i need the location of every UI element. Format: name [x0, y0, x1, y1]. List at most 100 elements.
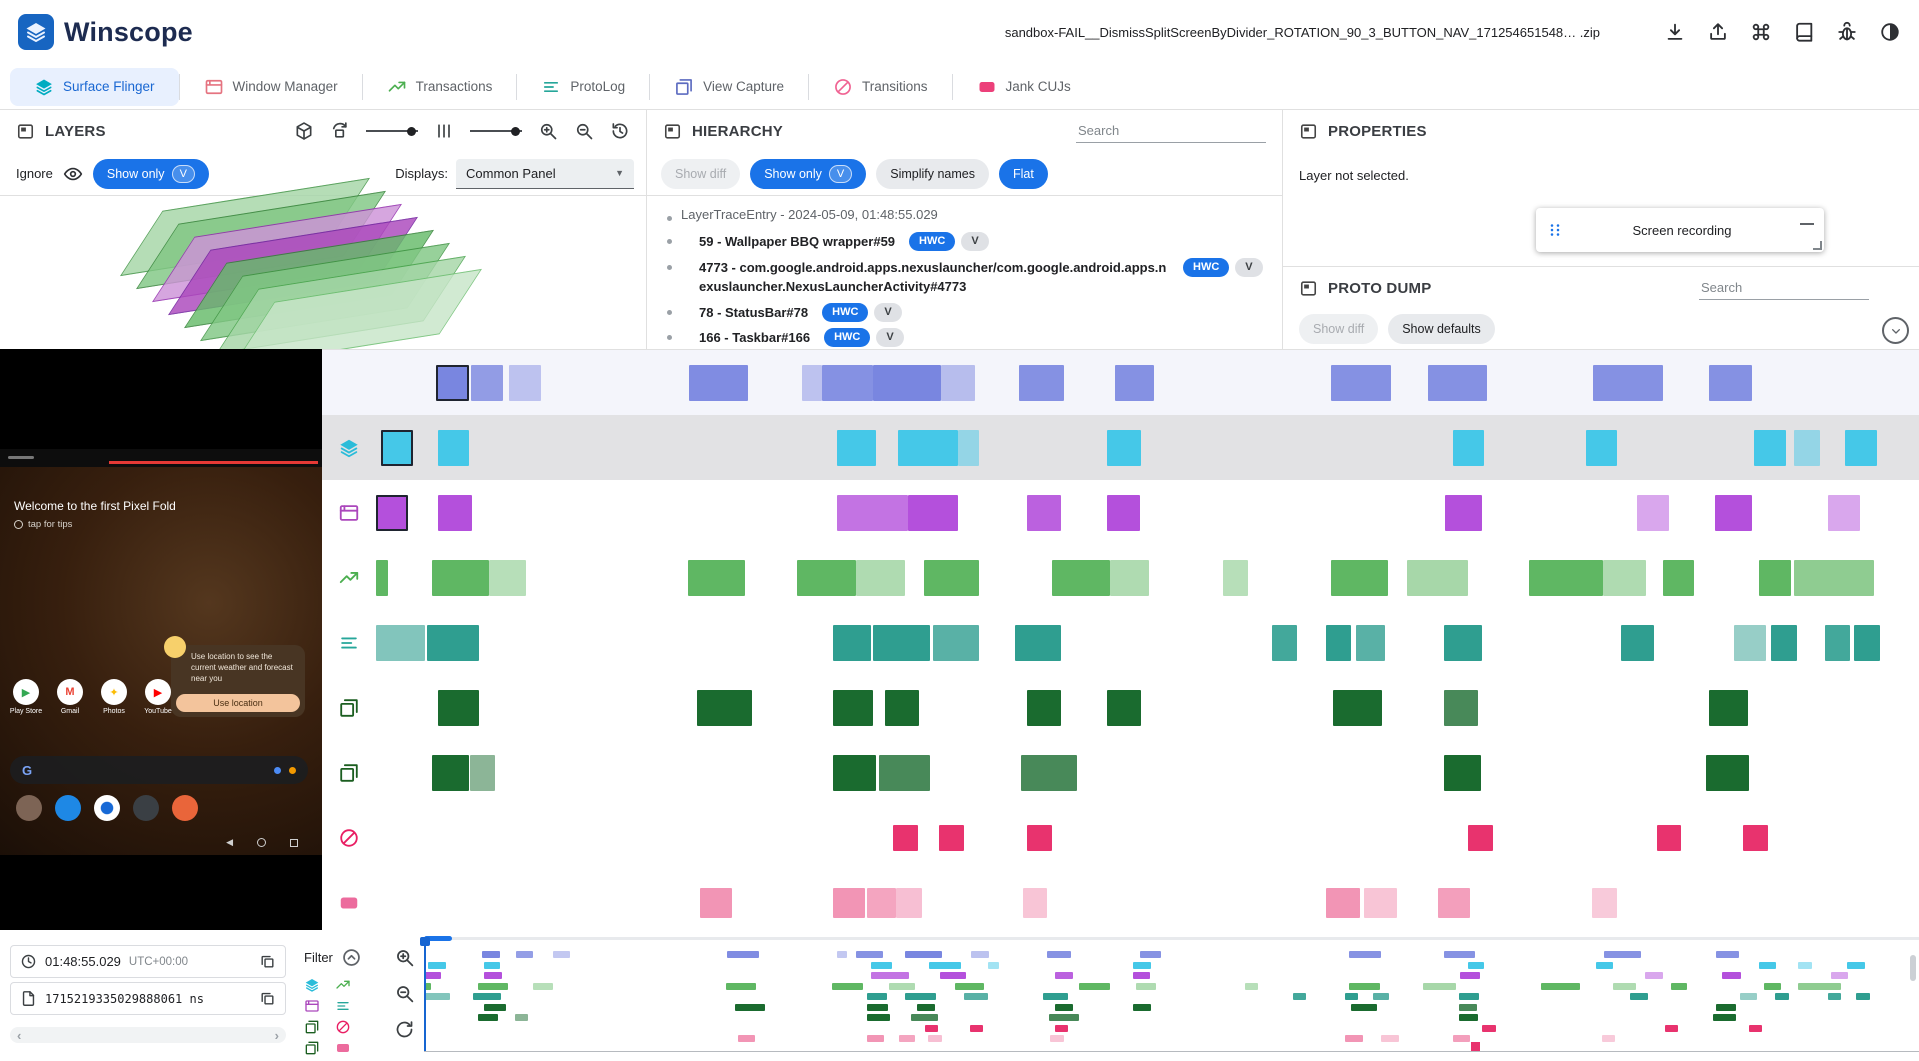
- trace-entry-block[interactable]: [687, 559, 745, 596]
- trace-entry-block[interactable]: [1272, 624, 1298, 661]
- show-diff-button[interactable]: Show diff: [661, 158, 741, 189]
- trace-entry-block[interactable]: [1443, 624, 1483, 661]
- trace-entry-block[interactable]: [488, 559, 526, 596]
- timeline-row-screen-recording[interactable]: [322, 350, 1919, 415]
- layer-node-label[interactable]: 59 - Wallpaper BBQ wrapper#59: [699, 234, 896, 249]
- trace-entry-block[interactable]: [1107, 689, 1142, 726]
- window-filter-icon[interactable]: [304, 998, 320, 1014]
- hierarchy-tree-item[interactable]: 4773 - com.google.android.apps.nexuslaun…: [659, 255, 1276, 300]
- trace-entry-block[interactable]: [1051, 559, 1111, 596]
- trace-entry-block[interactable]: [1706, 754, 1750, 791]
- trace-entry-block[interactable]: [872, 364, 941, 401]
- rotation-icon[interactable]: [330, 121, 350, 141]
- trace-entry-block[interactable]: [939, 824, 964, 851]
- trace-entry-block[interactable]: [1027, 824, 1052, 851]
- documentation-icon[interactable]: [1793, 21, 1815, 43]
- timeline-track-view-capture-1[interactable]: [376, 675, 1919, 740]
- trace-entry-block[interactable]: [1715, 494, 1753, 531]
- trace-entry-block[interactable]: [1428, 364, 1487, 401]
- timeline-track-transitions[interactable]: [376, 805, 1919, 870]
- tab-surface-flinger[interactable]: Surface Flinger: [10, 67, 179, 106]
- tab-protolog[interactable]: ProtoLog: [517, 68, 649, 106]
- tab-jank-cujs[interactable]: Jank CUJs: [953, 68, 1095, 106]
- timeline-zoom-in-icon[interactable]: [394, 947, 415, 968]
- timeline-track-screen-recording[interactable]: [376, 350, 1919, 415]
- viewcapture-filter-icon[interactable]: [304, 1019, 320, 1035]
- trace-entry-block[interactable]: [1355, 624, 1386, 661]
- minimize-icon[interactable]: [1800, 223, 1814, 225]
- trace-entry-block[interactable]: [1331, 559, 1389, 596]
- hierarchy-tree-item[interactable]: 166 - Taskbar#166 HWC V: [659, 325, 1276, 349]
- collapse-filter-icon[interactable]: [341, 947, 362, 968]
- trace-entry-block[interactable]: [1585, 429, 1617, 466]
- trace-entry-block[interactable]: [376, 624, 426, 661]
- trace-entry-block[interactable]: [1854, 624, 1881, 661]
- flat-button[interactable]: Flat: [998, 158, 1048, 189]
- trace-entry-block[interactable]: [1709, 689, 1748, 726]
- tab-transitions[interactable]: Transitions: [809, 68, 952, 106]
- layer-node-label[interactable]: 78 - StatusBar#78: [699, 304, 809, 320]
- trace-entry-block[interactable]: [426, 624, 480, 661]
- trace-entry-block[interactable]: [1827, 494, 1861, 531]
- spacing-slider[interactable]: [470, 126, 522, 136]
- trace-entry-block[interactable]: [1602, 559, 1646, 596]
- copy-ns-icon[interactable]: [259, 990, 276, 1007]
- tab-view-capture[interactable]: View Capture: [650, 68, 808, 106]
- timeline-row-window-manager[interactable]: [322, 480, 1919, 545]
- trace-entry-block[interactable]: [700, 887, 733, 918]
- timeline-cursor[interactable]: [420, 937, 430, 1051]
- screen-recording-preview[interactable]: Welcome to the first Pixel Fold tap for …: [0, 349, 322, 930]
- trace-entry-block[interactable]: [1528, 559, 1603, 596]
- trace-entry-block[interactable]: [1443, 689, 1478, 726]
- trace-entry-block[interactable]: [437, 429, 469, 466]
- trace-entry-block[interactable]: [1468, 824, 1494, 851]
- trace-entry-block[interactable]: [837, 429, 876, 466]
- proto-dump-search-input[interactable]: [1699, 276, 1869, 300]
- zoom-in-icon[interactable]: [538, 121, 558, 141]
- scroll-left-icon[interactable]: ‹: [17, 1027, 22, 1043]
- timeline-row-transitions[interactable]: [322, 805, 1919, 870]
- trace-entry-block[interactable]: [1331, 364, 1392, 401]
- trace-entry-block[interactable]: [1332, 689, 1383, 726]
- timeline-row-protolog[interactable]: [322, 610, 1919, 675]
- trace-entry-block[interactable]: [1453, 429, 1484, 466]
- mini-timeline[interactable]: [420, 936, 1919, 1061]
- trace-entry-block[interactable]: [376, 559, 389, 596]
- timeline-track-jank-cujs[interactable]: [376, 870, 1919, 935]
- trace-entry-block[interactable]: [437, 689, 480, 726]
- trace-entry-block[interactable]: [885, 689, 920, 726]
- timeline-track-window-manager[interactable]: [376, 480, 1919, 545]
- trace-entry-block[interactable]: [923, 559, 980, 596]
- hierarchy-search-input[interactable]: [1076, 119, 1266, 143]
- trace-entry-block[interactable]: [1743, 824, 1768, 851]
- trace-entry-block[interactable]: [376, 494, 409, 531]
- trace-entry-block[interactable]: [897, 429, 958, 466]
- shortcuts-icon[interactable]: [1750, 21, 1772, 43]
- trace-entry-block[interactable]: [1824, 624, 1850, 661]
- trace-entry-block[interactable]: [1794, 559, 1875, 596]
- trace-entry-block[interactable]: [1019, 364, 1065, 401]
- timeline-track-transactions[interactable]: [376, 545, 1919, 610]
- trace-entry-block[interactable]: [436, 364, 469, 401]
- trace-entry-block[interactable]: [1709, 364, 1753, 401]
- trace-entry-block[interactable]: [1107, 494, 1140, 531]
- zoom-out-icon[interactable]: [574, 121, 594, 141]
- trace-entry-block[interactable]: [832, 624, 872, 661]
- trace-entry-block[interactable]: [940, 364, 975, 401]
- trace-entry-block[interactable]: [933, 624, 980, 661]
- trace-entry-block[interactable]: [957, 429, 980, 466]
- trace-entry-block[interactable]: [1844, 429, 1878, 466]
- resize-handle[interactable]: [1813, 241, 1822, 250]
- trace-entry-block[interactable]: [1593, 364, 1663, 401]
- reset-view-icon[interactable]: [610, 121, 630, 141]
- timeline-track-view-capture-2[interactable]: [376, 740, 1919, 805]
- trace-entry-block[interactable]: [1027, 494, 1062, 531]
- zoom-range-track[interactable]: [424, 936, 1919, 941]
- trace-entry-block[interactable]: [1027, 689, 1062, 726]
- zoom-range-handle[interactable]: [424, 936, 452, 941]
- layer-node-label[interactable]: 166 - Taskbar#166: [699, 330, 811, 345]
- trace-entry-block[interactable]: [832, 887, 866, 918]
- timeline-row-transactions[interactable]: [322, 545, 1919, 610]
- rotation-slider[interactable]: [366, 126, 418, 136]
- edit-file-icon[interactable]: [1621, 21, 1643, 43]
